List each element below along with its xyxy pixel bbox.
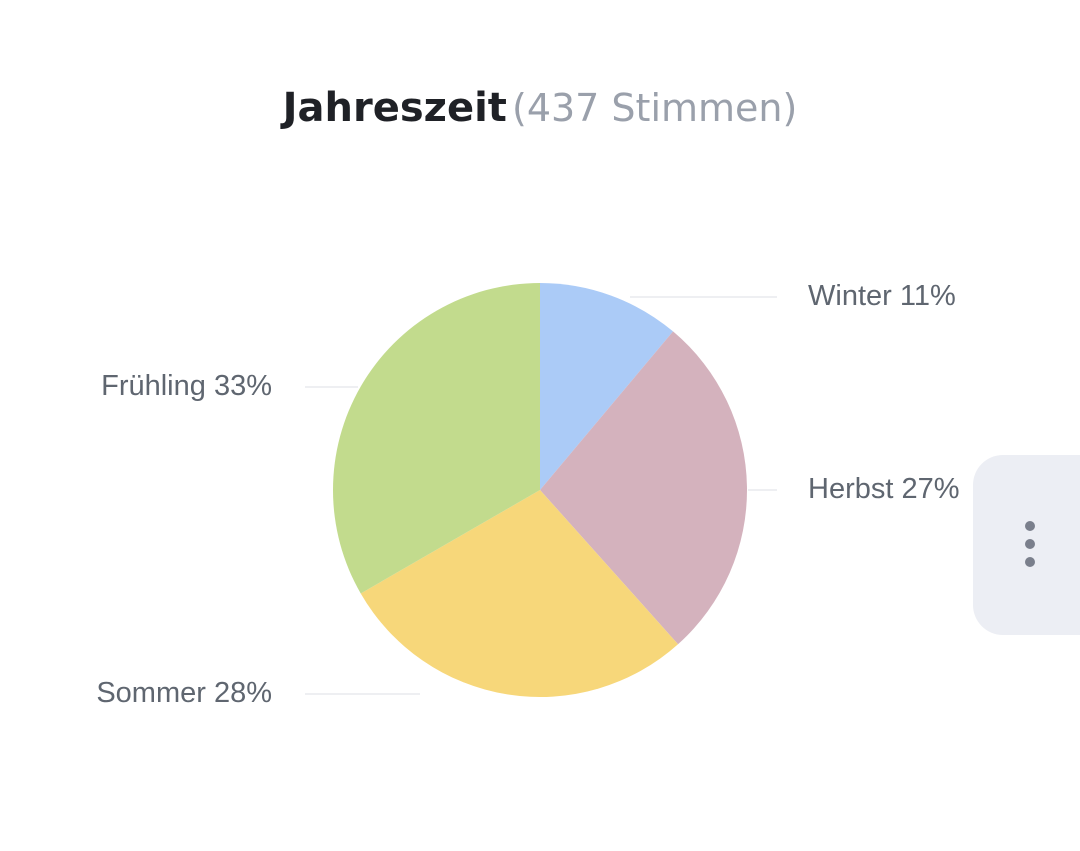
pie-slice: [360, 490, 679, 697]
slice-value: 28%: [214, 677, 272, 709]
menu-dot: [1025, 521, 1035, 531]
menu-dot: [1025, 539, 1035, 549]
menu-dot: [1025, 557, 1035, 567]
slice-label: Sommer 28%: [96, 677, 272, 709]
slice-label: Frühling 33%: [101, 370, 272, 402]
slice-value: 27%: [901, 473, 959, 505]
chart-subtitle: (437 Stimmen): [512, 86, 797, 130]
slice-name: Sommer: [96, 677, 206, 709]
slice-name: Herbst: [808, 473, 893, 505]
pie-slice: [333, 283, 540, 594]
slice-name: Frühling: [101, 370, 206, 402]
slice-name: Winter: [808, 280, 892, 312]
pie-slice: [540, 331, 747, 645]
slice-label: Winter 11%: [808, 280, 956, 312]
chart-title: Jahreszeit: [280, 85, 507, 131]
slice-value: 33%: [214, 370, 272, 402]
menu-button[interactable]: [973, 455, 1080, 635]
chart-heading: Jahreszeit (437 Stimmen): [280, 85, 798, 131]
pie-slice: [540, 283, 674, 490]
slice-label: Herbst 27%: [808, 473, 960, 505]
slice-value: 11%: [900, 280, 956, 312]
